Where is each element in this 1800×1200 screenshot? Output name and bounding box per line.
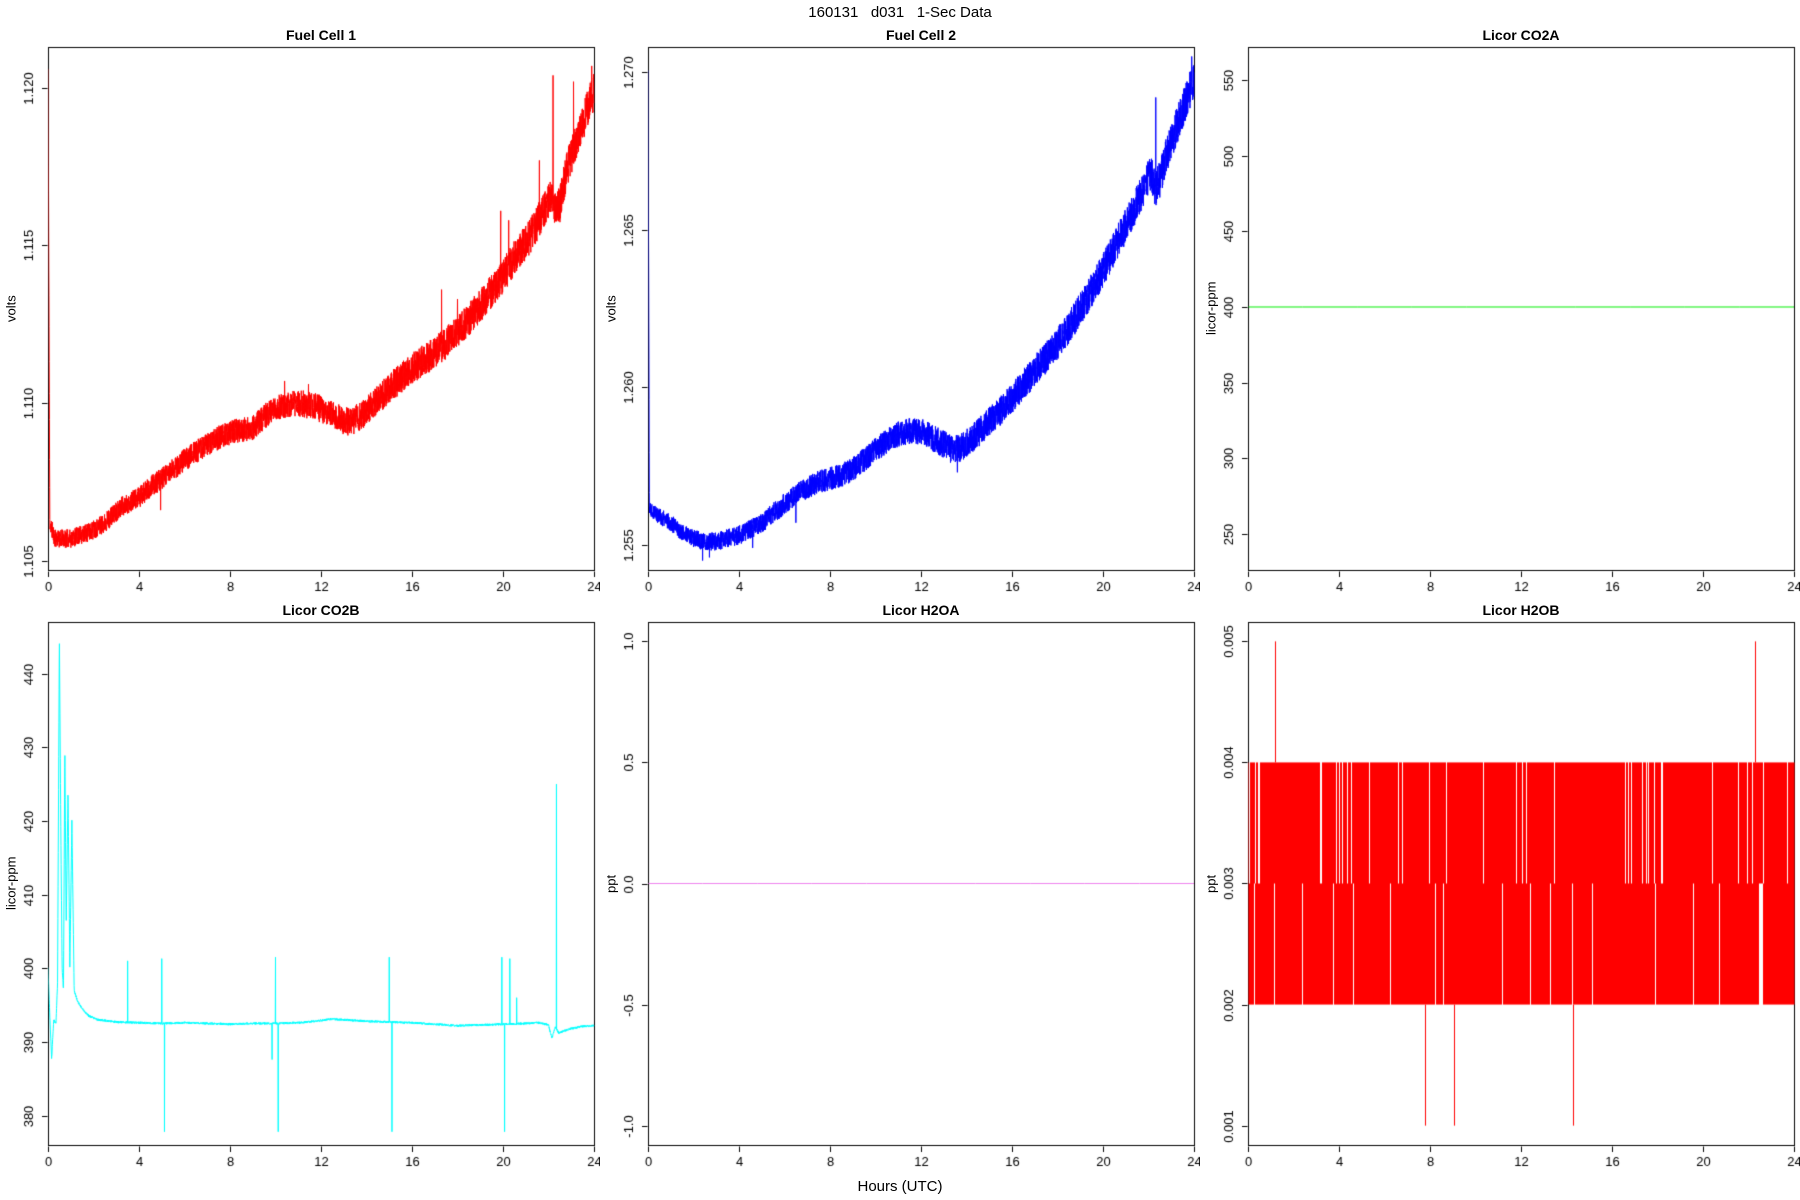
licor-h2oa-plot — [600, 600, 1200, 1175]
main-title: 160131 d031 1-Sec Data — [808, 4, 992, 21]
y-axis-label-licor-co2a: licor-ppm — [1203, 281, 1219, 336]
panel-title-licor-co2b: Licor CO2B — [282, 602, 360, 618]
panel-fuel-cell-2: Fuel Cell 2 volts — [600, 25, 1200, 600]
panel-title-fuel-cell-1: Fuel Cell 1 — [285, 27, 357, 43]
panel-title-licor-co2a: Licor CO2A — [1482, 27, 1560, 43]
licor-co2a-plot — [1200, 25, 1800, 600]
fuel-cell-2-plot — [600, 25, 1200, 600]
panel-title-licor-h2ob: Licor H2OB — [1482, 602, 1560, 618]
panel-fuel-cell-1: Fuel Cell 1 volts — [0, 25, 600, 600]
panel-licor-co2a: Licor CO2A licor-ppm — [1200, 25, 1800, 600]
licor-h2ob-plot — [1200, 600, 1800, 1175]
panel-licor-h2ob: Licor H2OB ppt — [1200, 600, 1800, 1175]
y-axis-label-licor-h2ob: ppt — [1203, 874, 1219, 893]
y-axis-label-licor-co2b: licor-ppm — [3, 856, 19, 911]
y-axis-label-licor-h2oa: ppt — [603, 874, 619, 893]
licor-co2b-plot — [0, 600, 600, 1175]
x-axis-title: Hours (UTC) — [857, 1178, 943, 1195]
fuel-cell-1-plot — [0, 25, 600, 600]
y-axis-label-fuel-cell-2: volts — [603, 295, 619, 322]
panel-licor-co2b: Licor CO2B licor-ppm — [0, 600, 600, 1175]
panel-licor-h2oa: Licor H2OA ppt — [600, 600, 1200, 1175]
panel-title-fuel-cell-2: Fuel Cell 2 — [885, 27, 957, 43]
panel-title-licor-h2oa: Licor H2OA — [882, 602, 960, 618]
y-axis-label-fuel-cell-1: volts — [3, 295, 19, 322]
